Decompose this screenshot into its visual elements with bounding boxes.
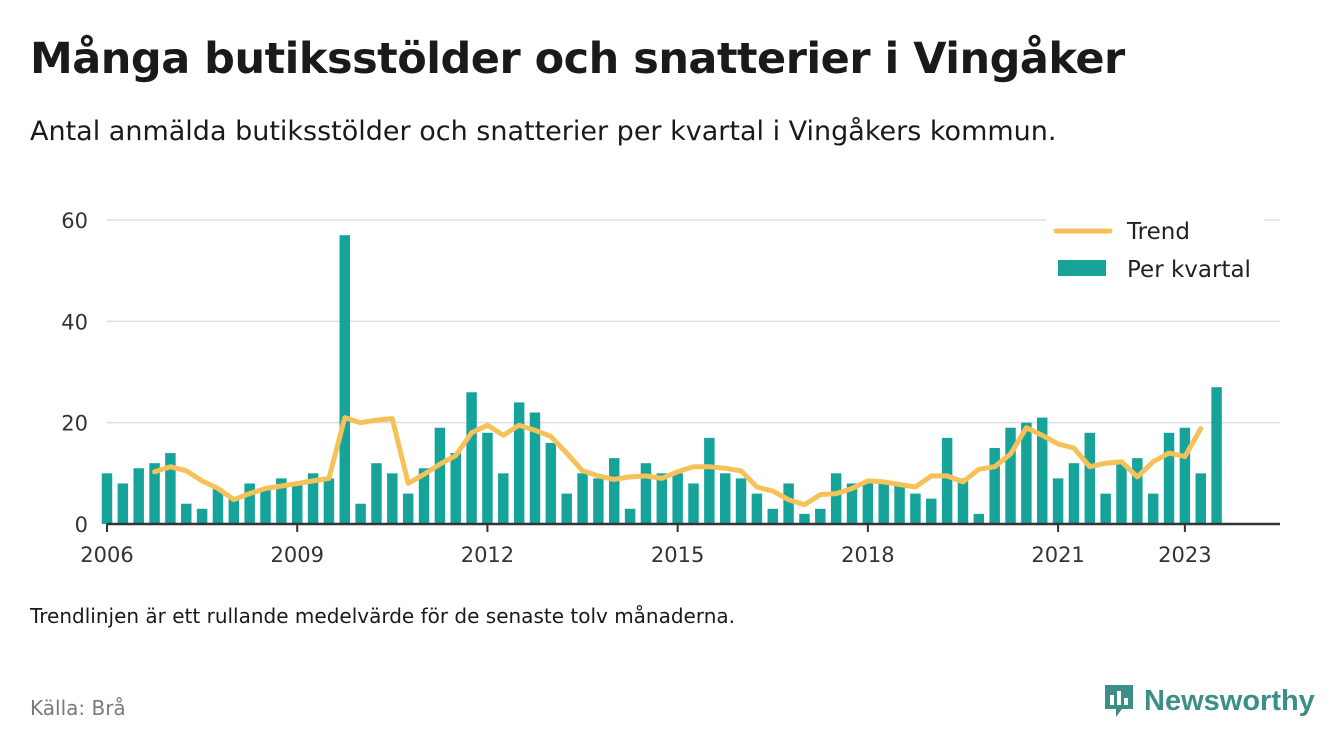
bar — [260, 488, 271, 524]
bar — [846, 483, 858, 524]
bar — [133, 468, 144, 524]
bar — [624, 508, 636, 524]
x-tick-label: 2018 — [841, 543, 894, 567]
bar — [656, 473, 668, 524]
bar — [371, 463, 382, 524]
bar — [1116, 463, 1127, 524]
bar — [307, 473, 319, 524]
legend-label-per-kvartal: Per kvartal — [1127, 257, 1251, 283]
bar — [767, 508, 778, 524]
bar — [1052, 478, 1064, 524]
bar — [545, 442, 557, 524]
bar — [704, 437, 715, 524]
bar — [482, 432, 493, 524]
bar — [783, 483, 794, 524]
newsworthy-logo[interactable]: Newsworthy — [1102, 682, 1315, 720]
chart-title: Många butiksstölder och snatterier i Vin… — [30, 34, 1125, 84]
chart-legend: Trend Per kvartal — [1046, 214, 1264, 288]
bar — [941, 437, 953, 524]
bar — [402, 493, 414, 524]
bar — [498, 473, 509, 524]
y-tick-label: 40 — [61, 310, 88, 334]
x-tick-label: 2009 — [270, 543, 323, 567]
bar — [719, 473, 731, 524]
bar — [735, 478, 747, 524]
brand-name: Newsworthy — [1144, 684, 1315, 717]
bar — [323, 478, 335, 524]
bar — [513, 402, 525, 524]
bar — [149, 463, 160, 524]
y-tick-label: 0 — [75, 513, 88, 537]
bar — [989, 448, 1000, 524]
bar — [1195, 473, 1206, 524]
bar — [894, 483, 905, 524]
bar — [688, 483, 699, 524]
x-tick-label: 2021 — [1031, 543, 1084, 567]
bar — [1147, 493, 1159, 524]
bar — [1132, 458, 1143, 524]
bar — [1179, 427, 1191, 524]
bar — [815, 508, 826, 524]
bar — [910, 493, 921, 524]
bar — [196, 508, 208, 524]
bar — [751, 493, 763, 524]
bar — [830, 473, 842, 524]
y-tick-label: 20 — [61, 412, 88, 436]
bar — [926, 498, 937, 524]
x-tick-label: 2012 — [461, 543, 514, 567]
bar — [418, 468, 430, 524]
y-tick-labels: 0 20 40 60 — [61, 209, 88, 537]
bar — [1068, 463, 1080, 524]
bar — [1084, 432, 1096, 524]
bar — [466, 392, 477, 524]
bar — [640, 463, 652, 524]
source-label: Källa: Brå — [30, 696, 126, 720]
bar — [957, 478, 969, 524]
bar — [529, 412, 541, 524]
bar — [244, 483, 255, 524]
bar — [276, 478, 287, 524]
bar — [291, 483, 303, 524]
bar — [973, 513, 985, 524]
footnote: Trendlinjen är ett rullande medelvärde f… — [30, 604, 736, 628]
bar — [387, 473, 398, 524]
bar-series — [101, 235, 1222, 524]
bar — [878, 483, 889, 524]
bar — [450, 453, 461, 524]
legend-bar-swatch — [1058, 260, 1106, 276]
bar — [1005, 427, 1016, 524]
bar — [355, 503, 366, 524]
bar — [181, 503, 192, 524]
x-tick-label: 2006 — [80, 543, 133, 567]
bar — [577, 473, 588, 524]
x-tick-label: 2015 — [651, 543, 704, 567]
bar — [1100, 493, 1111, 524]
bar — [593, 478, 604, 524]
x-tick-label: 2023 — [1158, 543, 1211, 567]
bar — [1211, 387, 1222, 524]
bar — [1021, 422, 1032, 524]
bar — [672, 473, 683, 524]
bar — [609, 458, 620, 524]
bar — [101, 473, 113, 524]
trend-line — [152, 415, 1204, 508]
newsworthy-icon — [1105, 685, 1133, 717]
x-tick-labels: 2006 2009 2012 2015 2018 2021 2023 — [80, 524, 1212, 567]
chart-canvas: 0 20 40 60 2006 2009 2012 2015 2018 2021 2023 Tre… — [61, 209, 1280, 567]
legend-label-trend: Trend — [1126, 219, 1190, 245]
bar — [339, 235, 351, 524]
bar — [212, 488, 224, 524]
bar — [434, 427, 446, 524]
bar — [165, 453, 176, 524]
bar — [561, 493, 572, 524]
bar — [1036, 417, 1048, 524]
chart-subtitle: Antal anmälda butiksstölder och snatteri… — [30, 116, 1057, 147]
bar — [228, 498, 240, 524]
bar — [799, 513, 810, 524]
bar — [862, 483, 874, 524]
bar — [117, 483, 129, 524]
bar — [1163, 432, 1175, 524]
y-tick-label: 60 — [61, 209, 88, 233]
